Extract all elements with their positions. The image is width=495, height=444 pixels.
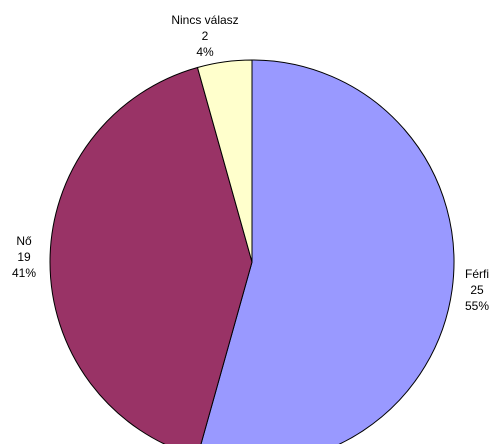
slice-label-no: Nő 19 41% [12, 234, 36, 280]
slice-label-nincs-valasz-value: 2 [202, 29, 209, 43]
pie-slice-nincs-valasz [196, 59, 253, 263]
pie-slice-no [49, 66, 253, 444]
slice-label-nincs-valasz-percent: 4% [196, 45, 214, 59]
slice-label-ferfi: Férfi 25 55% [465, 267, 489, 313]
slice-label-ferfi-percent: 55% [465, 299, 489, 313]
slice-label-ferfi-category: Férfi [465, 267, 489, 281]
pie-slices [49, 59, 455, 444]
pie-slice-ferfi [200, 59, 455, 444]
slice-label-nincs-valasz: Nincs válasz 2 4% [171, 13, 238, 59]
slice-label-nincs-valasz-category: Nincs válasz [171, 13, 238, 27]
slice-label-no-value: 19 [17, 250, 31, 264]
slice-label-ferfi-value: 25 [470, 283, 484, 297]
slice-label-no-category: Nő [16, 234, 32, 248]
slice-label-no-percent: 41% [12, 266, 36, 280]
